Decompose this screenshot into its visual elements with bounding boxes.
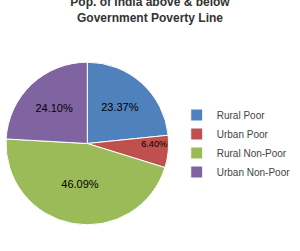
svg-text:Urban Non-Poor: Urban Non-Poor bbox=[217, 167, 290, 178]
svg-text:46.09%: 46.09% bbox=[61, 178, 99, 190]
svg-text:23.37%: 23.37% bbox=[101, 101, 139, 113]
svg-text:Urban Poor: Urban Poor bbox=[217, 129, 269, 140]
svg-text:6.40%: 6.40% bbox=[141, 139, 167, 149]
svg-text:Rural Poor: Rural Poor bbox=[217, 110, 265, 121]
svg-text:24.10%: 24.10% bbox=[35, 102, 73, 114]
svg-text:Rural Non-Poor: Rural Non-Poor bbox=[217, 148, 287, 159]
svg-text:Pop. of India above & belowGov: Pop. of India above & belowGovernment Po… bbox=[70, 0, 230, 25]
